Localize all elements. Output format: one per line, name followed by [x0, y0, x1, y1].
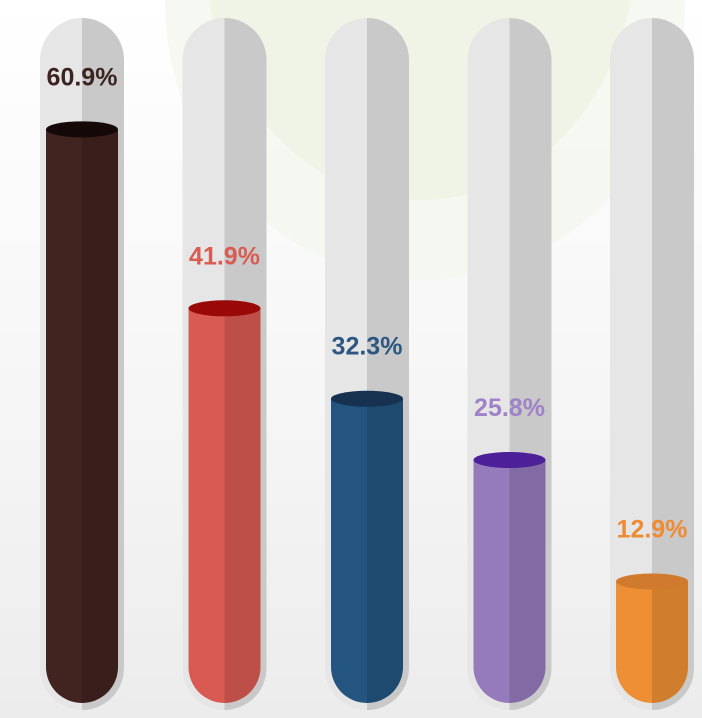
bar-shade-4 [509, 459, 546, 703]
bar-top-3 [331, 390, 403, 407]
bar-label-1: 60.9% [47, 63, 118, 91]
bar-shade-3 [367, 398, 403, 703]
bar-4 [473, 459, 546, 703]
bar-shade-5 [652, 581, 688, 703]
bar-top-2 [188, 300, 261, 317]
tube-shade-5 [652, 18, 694, 710]
bar-label-3: 32.3% [332, 333, 403, 361]
bar-shade-2 [224, 308, 261, 703]
bar-top-4 [473, 451, 546, 468]
bar-label-2: 41.9% [189, 242, 260, 270]
bar-top-1 [46, 121, 118, 138]
bar-label-5: 12.9% [617, 515, 688, 543]
bar-shade-1 [82, 129, 118, 703]
bar-2 [188, 308, 261, 703]
bar-3 [331, 398, 403, 703]
bar-5 [616, 581, 688, 703]
bar-label-4: 25.8% [474, 394, 545, 422]
bar-top-5 [616, 573, 688, 590]
bar-1 [46, 129, 118, 703]
